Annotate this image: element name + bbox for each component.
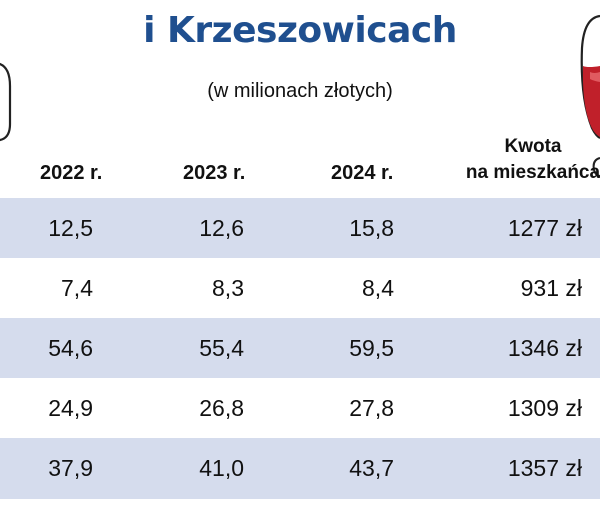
- value-2023-cell: 12,6: [199, 215, 244, 241]
- table-row: 7,4 8,3 8,4 931 zł: [0, 258, 600, 319]
- amount-per-resident-cell: 1357 zł: [507, 455, 582, 481]
- value-2023-cell: 41,0: [199, 455, 244, 481]
- column-header-amount-line1: Kwota: [504, 136, 562, 157]
- table-row: 54,6 55,4 59,5 1346 zł: [0, 318, 600, 379]
- column-header-amount: Kwota na mieszkańca: [458, 134, 600, 186]
- column-header-amount-line2: na mieszkańca: [465, 162, 600, 183]
- amount-per-resident-cell: 931 zł: [520, 275, 582, 301]
- value-2024-cell: 59,5: [349, 335, 394, 361]
- value-2022-cell: 24,9: [48, 395, 93, 421]
- amount-per-resident-cell: 1346 zł: [507, 335, 582, 361]
- value-2023-cell: 26,8: [199, 395, 244, 421]
- column-header-2022: 2022 r.: [40, 162, 103, 184]
- chart-title: i Krzeszowicach: [143, 10, 457, 51]
- value-2023-cell: 8,3: [212, 275, 244, 301]
- value-2023-cell: 55,4: [199, 335, 244, 361]
- value-2022-cell: 54,6: [48, 335, 93, 361]
- value-2022-cell: 37,9: [48, 455, 93, 481]
- value-2022-cell: 12,5: [48, 215, 93, 241]
- chart-subtitle: (w milionach złotych): [207, 80, 393, 102]
- value-2024-cell: 27,8: [349, 395, 394, 421]
- column-header-2024: 2024 r.: [331, 162, 394, 184]
- amount-per-resident-cell: 1309 zł: [507, 395, 582, 421]
- value-2024-cell: 8,4: [362, 275, 394, 301]
- value-2024-cell: 43,7: [349, 455, 394, 481]
- bottle-icon: [0, 62, 12, 142]
- table-row: 37,9 41,0 43,7 1357 zł: [0, 438, 600, 499]
- table-row: 12,5 12,6 15,8 1277 zł: [0, 198, 600, 259]
- column-header-2023: 2023 r.: [183, 162, 246, 184]
- value-2022-cell: 7,4: [61, 275, 93, 301]
- wine-glass-icon: [580, 14, 600, 177]
- value-2024-cell: 15,8: [349, 215, 394, 241]
- amount-per-resident-cell: 1277 zł: [507, 215, 582, 241]
- table-row: 24,9 26,8 27,8 1309 zł: [0, 378, 600, 439]
